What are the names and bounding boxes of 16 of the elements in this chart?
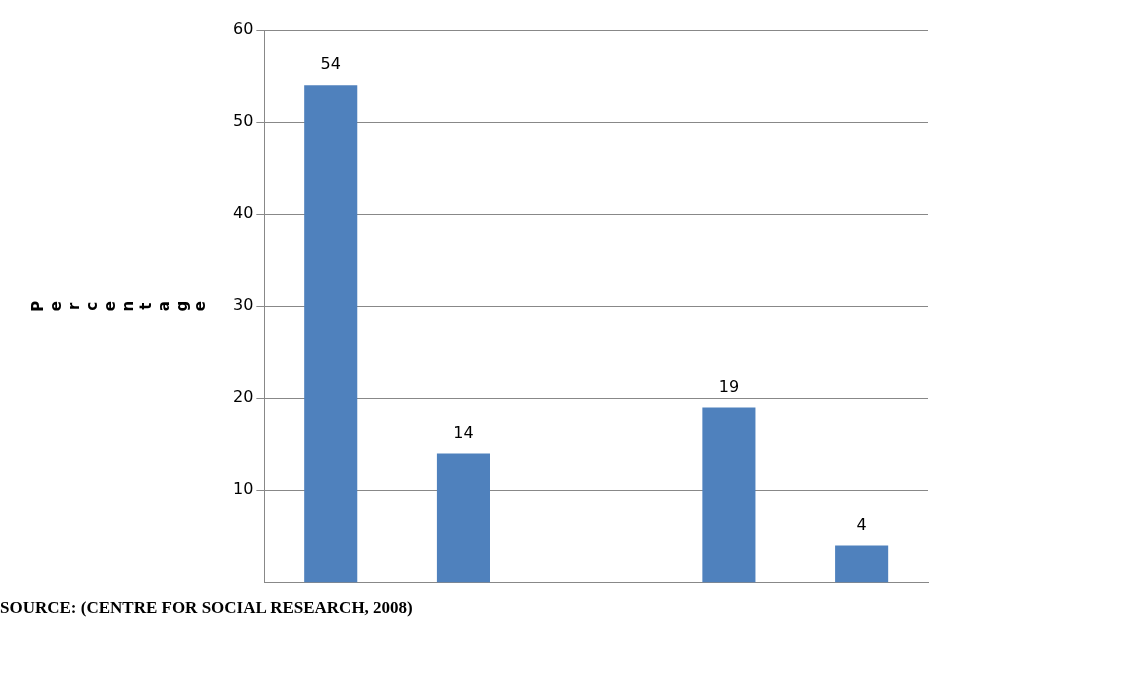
data-label: 19	[718, 376, 740, 396]
y-tick-label: 20	[233, 387, 254, 407]
bar	[304, 85, 358, 583]
source-note: SOURCE: (CENTRE FOR SOCIAL RESEARCH, 2008)	[0, 598, 413, 618]
data-label: 54	[320, 54, 341, 74]
data-label: 14	[453, 422, 474, 442]
y-tick-label: 30	[233, 295, 254, 315]
y-tick-label: 50	[233, 111, 254, 131]
y-tick-label: 60	[233, 19, 254, 39]
bar	[436, 453, 490, 583]
bar	[702, 407, 756, 583]
data-label: 4	[856, 514, 867, 534]
text: Percentage	[28, 300, 209, 312]
y-tick-label: 10	[233, 479, 254, 499]
y-tick-label: 40	[233, 203, 254, 223]
bar	[835, 545, 889, 583]
